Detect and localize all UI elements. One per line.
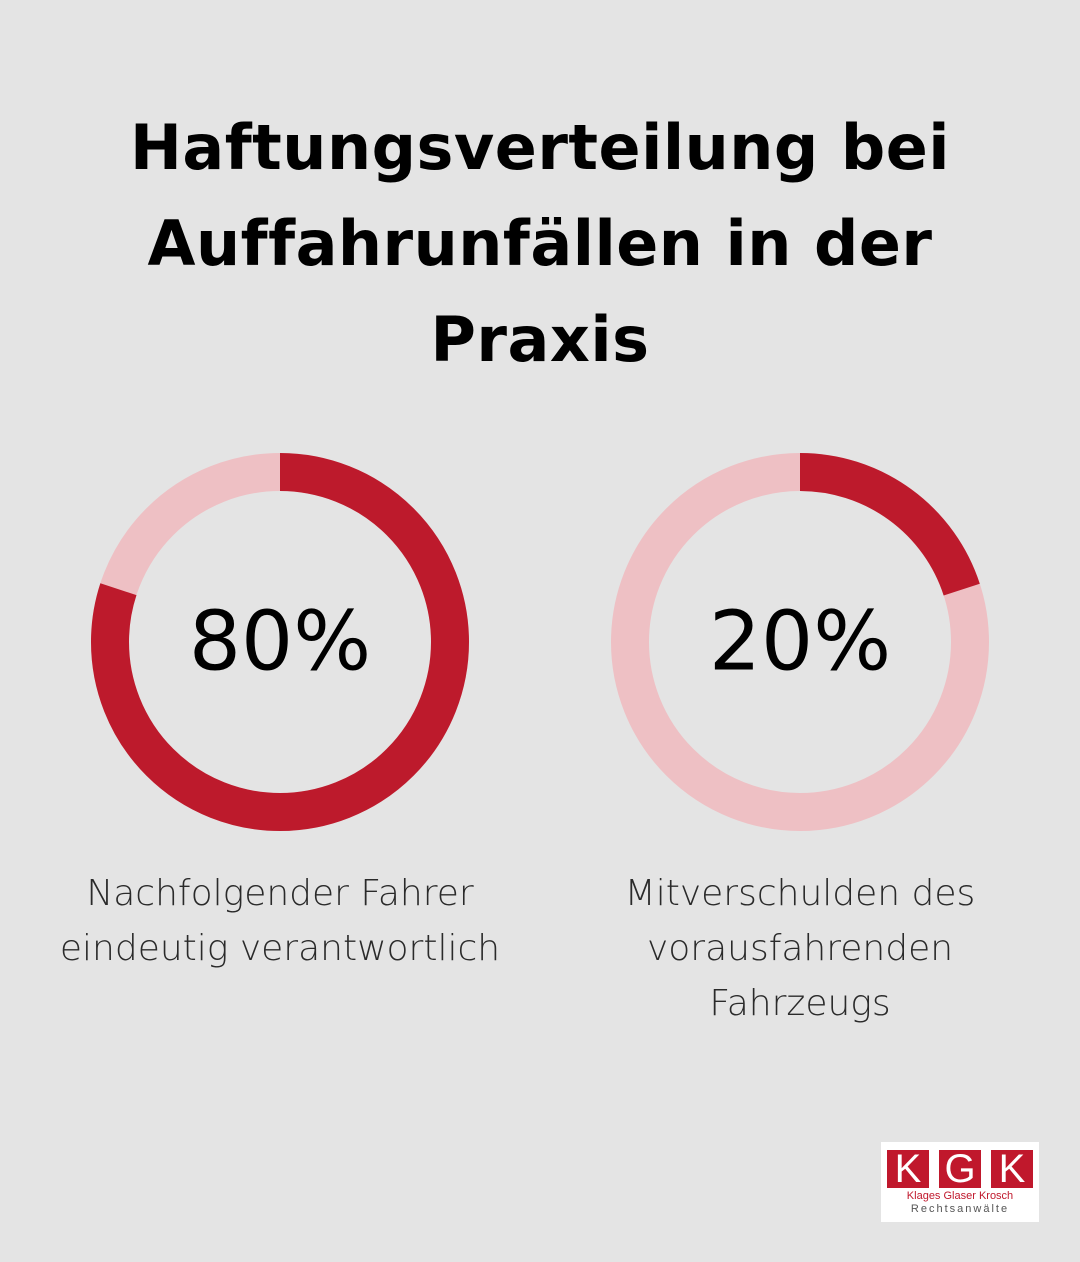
donut-percent-label: 80% (189, 595, 371, 690)
donut-chart-20-svg: 20% (611, 453, 989, 831)
caption-line: vorausfahrenden (646, 928, 954, 969)
title-line-1: Haftungsverteilung bei (129, 111, 951, 184)
title-line-2: Auffahrunfällen in der (147, 207, 933, 280)
title-line-3: Praxis (430, 303, 650, 376)
donut-chart-80: 80% (90, 452, 470, 832)
caption-20: Mitverschulden des vorausfahrenden Fahrz… (560, 866, 1040, 1031)
logo-letter-k2: K (991, 1149, 1033, 1189)
logo-letter-g: G (939, 1149, 981, 1189)
logo-letter-k: K (887, 1149, 929, 1189)
logo-letters: K G K (887, 1149, 1033, 1189)
donut-value-arc (611, 453, 989, 831)
donut-percent-label: 20% (709, 595, 891, 690)
caption-line: Mitverschulden des (624, 873, 976, 914)
logo-subtitle: Rechtsanwälte (910, 1203, 1010, 1215)
kgk-logo: K G K Klages Glaser Krosch Rechtsanwälte (881, 1142, 1039, 1222)
caption-line: Fahrzeugs (709, 983, 891, 1024)
page-title: Haftungsverteilung bei Auffahrunfällen i… (0, 100, 1080, 388)
donut-chart-80-svg: 80% (91, 453, 469, 831)
caption-line: eindeutig verantwortlich (59, 928, 501, 969)
logo-names: Klages Glaser Krosch (906, 1190, 1014, 1202)
caption-line: Nachfolgender Fahrer (86, 873, 474, 914)
donut-value-arc (91, 453, 469, 831)
donut-chart-20: 20% (610, 452, 990, 832)
caption-80: Nachfolgender Fahrer eindeutig verantwor… (40, 866, 520, 976)
